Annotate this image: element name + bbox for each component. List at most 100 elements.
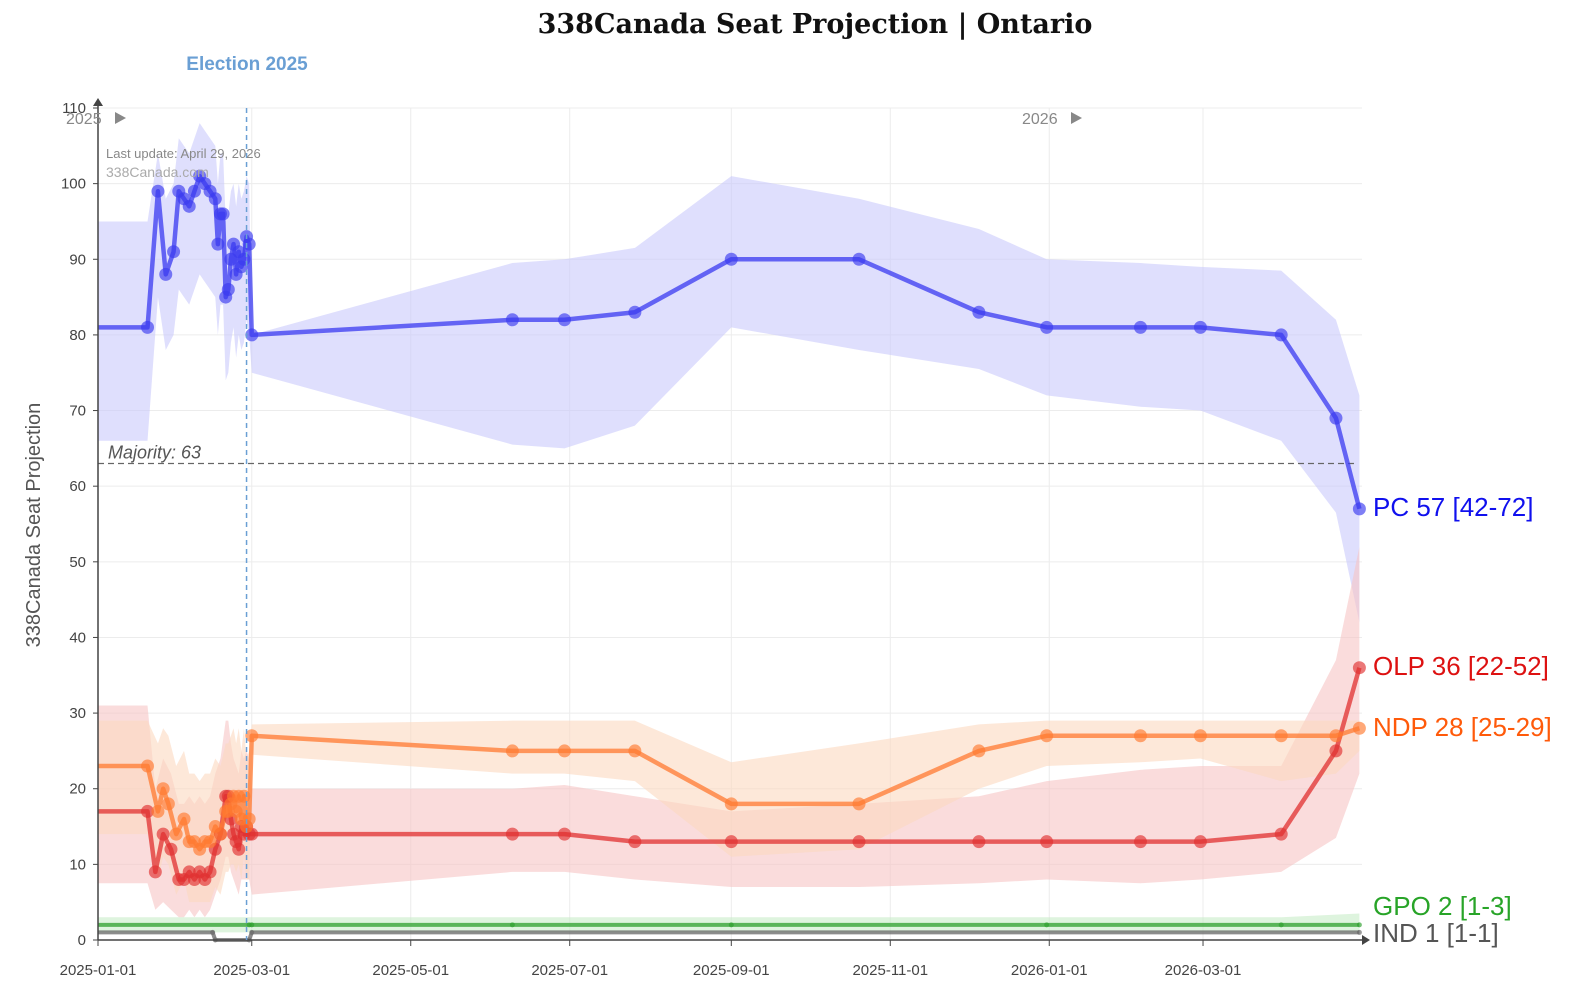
end-label-ind: IND 1 [1-1]	[1373, 918, 1499, 948]
point-gpo	[1356, 922, 1362, 928]
point-olp	[148, 865, 162, 879]
point-ndp	[1352, 721, 1366, 735]
point-pc	[1352, 502, 1366, 516]
point-olp	[1133, 835, 1147, 849]
y-tick-label: 40	[69, 629, 86, 646]
point-ind	[1356, 929, 1362, 935]
y-tick-label: 0	[78, 932, 86, 949]
point-olp	[852, 835, 866, 849]
point-olp	[1193, 835, 1207, 849]
point-ndp	[972, 744, 986, 758]
x-tick-label: 2026-03-01	[1165, 962, 1242, 979]
point-pc	[208, 192, 222, 206]
point-pc	[216, 207, 230, 221]
point-olp	[1352, 661, 1366, 675]
point-ind	[210, 929, 216, 935]
band-ndp	[98, 720, 1360, 903]
point-ndp	[213, 827, 227, 841]
majority-label: Majority: 63	[108, 442, 201, 462]
point-olp	[156, 827, 170, 841]
x-tick-label: 2025-05-01	[372, 962, 449, 979]
point-pc	[141, 320, 155, 334]
point-ndp	[558, 744, 572, 758]
y-axis-arrow	[93, 98, 103, 106]
point-pc	[211, 237, 225, 251]
point-olp	[164, 842, 178, 856]
point-ndp	[1274, 729, 1288, 743]
last-update-text: Last update: April 29, 2026	[106, 146, 261, 161]
election-label: Election 2025	[186, 54, 308, 75]
point-ndp	[177, 812, 191, 826]
y-tick-label: 60	[69, 478, 86, 495]
point-ndp	[169, 827, 183, 841]
point-olp	[505, 827, 519, 841]
point-olp	[1274, 827, 1288, 841]
confidence-bands	[98, 123, 1360, 940]
point-pc	[505, 313, 519, 327]
point-gpo	[249, 922, 255, 928]
y-tick-label: 30	[69, 705, 86, 722]
site-watermark: 338Canada.com	[106, 164, 209, 180]
point-ndp	[1193, 729, 1207, 743]
point-ndp	[141, 759, 155, 773]
point-ndp	[1133, 729, 1147, 743]
point-ndp	[245, 729, 259, 743]
point-pc	[1133, 320, 1147, 334]
point-pc	[972, 305, 986, 319]
point-ndp	[505, 744, 519, 758]
point-ndp	[724, 797, 738, 811]
point-pc	[724, 252, 738, 266]
y-tick-label: 20	[69, 781, 86, 798]
x-tick-label: 2025-09-01	[693, 962, 770, 979]
point-olp	[628, 835, 642, 849]
point-olp	[1040, 835, 1054, 849]
line-ind	[98, 930, 1360, 942]
x-tick-label: 2026-01-01	[1011, 962, 1088, 979]
year-marker-label: 2025	[66, 111, 102, 128]
x-axis-arrow	[1362, 935, 1370, 945]
point-olp	[724, 835, 738, 849]
point-ndp	[1040, 729, 1054, 743]
point-ind	[249, 929, 255, 935]
x-tick-label: 2025-07-01	[531, 962, 608, 979]
point-olp	[232, 842, 246, 856]
point-gpo	[1278, 922, 1284, 928]
end-label-gpo: GPO 2 [1-3]	[1373, 891, 1512, 921]
year-marker-label: 2026	[1022, 111, 1058, 128]
point-pc	[245, 328, 259, 342]
point-pc	[237, 252, 251, 266]
band-olp	[98, 546, 1360, 918]
x-tick-label: 2025-01-01	[60, 962, 137, 979]
point-ndp	[1329, 729, 1343, 743]
x-tick-label: 2025-11-01	[852, 962, 928, 979]
end-label-olp: OLP 36 [22-52]	[1373, 651, 1549, 681]
y-axis-label: 338Canada Seat Projection	[23, 403, 45, 648]
band-pc	[98, 123, 1360, 623]
y-tick-label: 110	[62, 100, 86, 117]
point-olp	[141, 804, 155, 818]
point-olp	[972, 835, 986, 849]
majority-line: Majority: 63	[98, 442, 1355, 465]
point-ndp	[242, 812, 256, 826]
y-tick-label: 70	[69, 403, 86, 420]
point-pc	[1040, 320, 1054, 334]
point-pc	[242, 237, 256, 251]
point-olp	[203, 865, 217, 879]
point-ndp	[237, 789, 251, 803]
point-pc	[1274, 328, 1288, 342]
year-marker-arrow	[115, 112, 126, 124]
point-pc	[1329, 411, 1343, 425]
axes: 0 10 20 30 40 50 60 70 80 90 100 110 2025-01-01 2025-…	[60, 98, 1370, 979]
point-pc	[558, 313, 572, 327]
point-pc	[221, 283, 235, 297]
end-labels: PC 57 [42-72] OLP 36 [22-52] NDP 28 [25-29…	[1373, 492, 1552, 948]
chart-title: 338Canada Seat Projection | Ontario	[538, 9, 1093, 40]
end-label-pc: PC 57 [42-72]	[1373, 492, 1533, 522]
y-tick-label: 90	[69, 251, 86, 268]
point-ndp	[203, 835, 217, 849]
y-tick-label: 80	[69, 327, 86, 344]
end-label-ndp: NDP 28 [25-29]	[1373, 712, 1552, 742]
y-tick-label: 10	[69, 856, 86, 873]
point-pc	[151, 184, 165, 198]
